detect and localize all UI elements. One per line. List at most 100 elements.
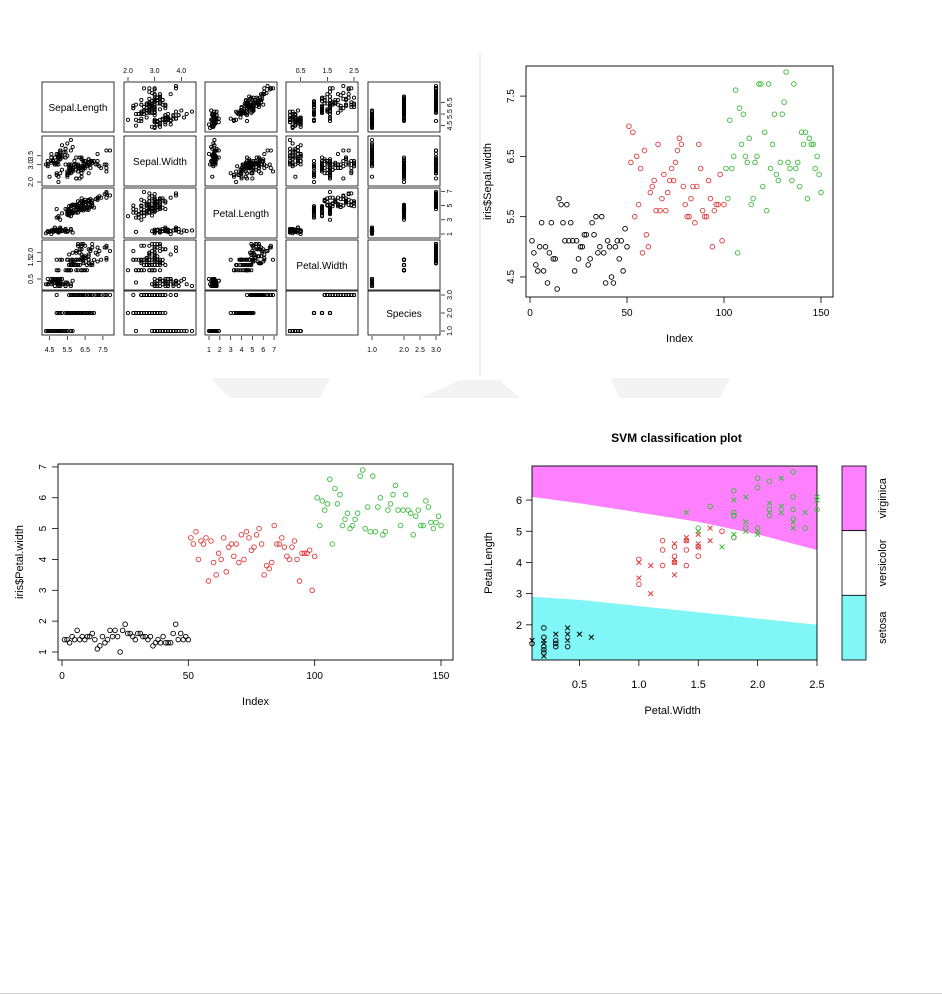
svm-point-setosa bbox=[564, 637, 571, 644]
splom-point bbox=[216, 278, 221, 283]
splom-point bbox=[79, 165, 84, 171]
splom-point bbox=[234, 262, 239, 268]
splom-point bbox=[160, 292, 165, 298]
splom-point bbox=[268, 245, 273, 250]
splom-top-tick-Petal.Width: 2.5 bbox=[349, 68, 359, 75]
splom-point bbox=[68, 268, 73, 273]
splom-point bbox=[147, 243, 152, 248]
sepal-index-point bbox=[794, 159, 801, 166]
splom-point bbox=[152, 245, 157, 250]
splom-point bbox=[65, 280, 70, 285]
cross-stroke bbox=[742, 528, 749, 535]
sepal-index-point bbox=[546, 250, 553, 256]
splom-point bbox=[176, 328, 181, 334]
splom-panel-Petal.Length-Species bbox=[367, 187, 441, 239]
petal-index-point bbox=[344, 510, 351, 516]
splom-point bbox=[171, 328, 176, 334]
splom-point bbox=[95, 162, 100, 167]
splom-point bbox=[173, 225, 179, 230]
petal-index-point bbox=[135, 630, 141, 637]
petal-index-point bbox=[198, 538, 204, 544]
splom-point bbox=[341, 292, 346, 298]
splom-point bbox=[157, 310, 163, 316]
splom-point bbox=[335, 151, 341, 157]
svm-point-virginica bbox=[683, 509, 690, 516]
splom-point bbox=[327, 292, 333, 298]
splom-point bbox=[327, 207, 333, 212]
splom-point bbox=[133, 102, 139, 107]
petal-index-point bbox=[190, 541, 197, 547]
splom-point bbox=[184, 328, 189, 334]
splom-point bbox=[236, 268, 241, 273]
splom-point bbox=[152, 92, 157, 97]
splom-point bbox=[58, 171, 63, 176]
splom-point bbox=[242, 310, 247, 316]
sepal-index-point bbox=[540, 268, 547, 274]
splom-point bbox=[163, 103, 168, 108]
splom-point bbox=[136, 310, 141, 316]
petal-index-point bbox=[236, 559, 242, 566]
svm-point-virginica bbox=[731, 534, 737, 541]
sepal-index-point bbox=[614, 238, 621, 244]
splom-point bbox=[90, 245, 95, 250]
petal-index-point bbox=[84, 633, 91, 640]
splom-point bbox=[61, 282, 66, 287]
svm-point-versicolor bbox=[647, 562, 654, 569]
splom-point bbox=[346, 191, 351, 196]
watermark-shape-center bbox=[420, 380, 520, 398]
splom-point bbox=[133, 117, 139, 122]
petal-index-point bbox=[314, 495, 320, 501]
petal-index-point bbox=[357, 473, 363, 479]
splom-point bbox=[240, 109, 245, 114]
petal-index-x-tick-label: 100 bbox=[306, 671, 323, 682]
petal-index-point bbox=[200, 541, 207, 547]
petal-index-point bbox=[382, 528, 389, 535]
splom-point bbox=[152, 283, 157, 289]
splom-point bbox=[65, 229, 70, 234]
splom-point bbox=[244, 171, 250, 176]
splom-point bbox=[152, 292, 157, 298]
splom-point bbox=[184, 282, 189, 287]
splom-point bbox=[81, 261, 86, 266]
sepal-index-point bbox=[684, 213, 690, 220]
petal-index-point bbox=[223, 569, 229, 575]
sepal-index-point bbox=[730, 153, 737, 160]
sepal-index-point bbox=[725, 195, 731, 202]
petal-index-point bbox=[342, 516, 348, 523]
cross-stroke bbox=[790, 525, 797, 531]
svm-point-virginica bbox=[731, 509, 737, 516]
svm-point-versicolor bbox=[636, 556, 642, 563]
splom-point bbox=[343, 199, 349, 204]
splom-bottom-tick-Sepal.Length: 5.5 bbox=[62, 347, 72, 354]
splom-point bbox=[351, 160, 357, 165]
sepal-index-point bbox=[674, 147, 681, 154]
sepal-index-point bbox=[732, 87, 739, 93]
splom-point bbox=[335, 92, 341, 97]
splom-point bbox=[147, 89, 152, 94]
sepal-index-point bbox=[670, 177, 677, 184]
splom-point bbox=[293, 174, 298, 179]
splom-point bbox=[56, 157, 61, 162]
cross-stroke bbox=[576, 631, 583, 637]
splom-point bbox=[90, 200, 95, 205]
sepal-index-point bbox=[593, 213, 599, 220]
sepal-index-point bbox=[602, 280, 609, 286]
splom-point bbox=[257, 97, 263, 103]
sepal-index-point bbox=[771, 111, 778, 117]
splom-point bbox=[65, 153, 70, 158]
splom-point bbox=[338, 108, 343, 113]
splom-point bbox=[56, 328, 61, 334]
sepal-index-point bbox=[779, 111, 785, 117]
sepal-index-x-axis-label: Index bbox=[666, 333, 693, 345]
sepal-index-point bbox=[692, 219, 698, 226]
splom-point bbox=[59, 211, 65, 216]
splom-point bbox=[235, 164, 240, 169]
splom-point bbox=[341, 106, 346, 111]
petal-index-point bbox=[241, 556, 247, 563]
petal-index-point bbox=[296, 578, 303, 584]
cross-stroke bbox=[707, 537, 713, 544]
splom-point bbox=[234, 117, 239, 122]
svm-x-axis-label: Petal.Width bbox=[644, 705, 700, 717]
splom-point bbox=[433, 107, 439, 112]
sepal-index-point bbox=[802, 129, 809, 136]
